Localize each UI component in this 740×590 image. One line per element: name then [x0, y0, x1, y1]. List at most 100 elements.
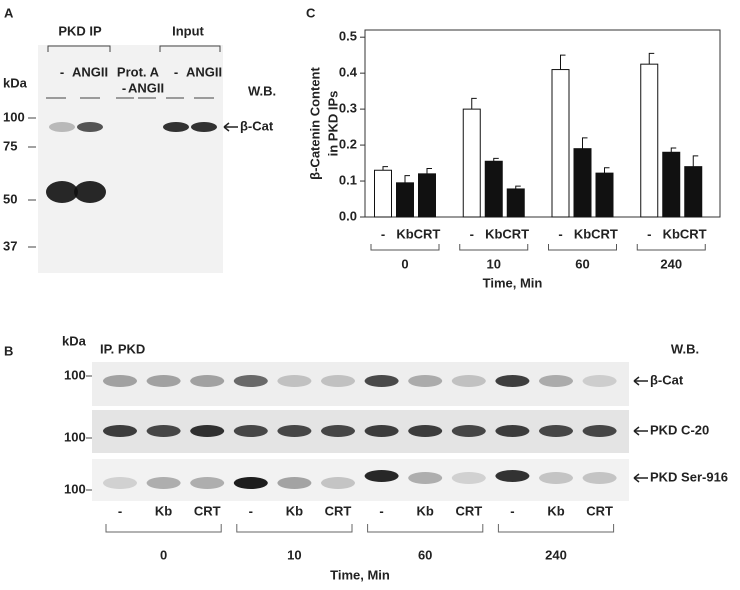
panel-label: B	[4, 343, 13, 358]
marker-label: 100	[3, 109, 25, 124]
lane-label: ANGII	[128, 80, 164, 95]
lane-label: -	[60, 64, 64, 79]
group-label: 0	[401, 256, 408, 271]
x-tick-label: Kb	[485, 226, 502, 241]
lane-label: Prot. A	[117, 64, 160, 79]
bar	[462, 108, 481, 218]
blot-band	[408, 425, 443, 437]
bar	[595, 172, 614, 218]
error-bar	[404, 175, 410, 183]
bar	[684, 166, 703, 218]
lane-label: Kb	[417, 503, 434, 518]
arrow	[633, 473, 648, 483]
blot-band	[74, 181, 106, 203]
x-tick-label: -	[558, 226, 562, 241]
arrow	[633, 376, 648, 386]
error-bar	[426, 167, 432, 174]
band-label: β-Cat	[240, 118, 274, 133]
blot-band	[46, 181, 78, 203]
blot-band	[539, 425, 573, 437]
blot-a	[38, 45, 223, 273]
blot-band	[190, 425, 225, 437]
group-label: 240	[660, 256, 682, 271]
lane-label: Kb	[547, 503, 564, 518]
bracket	[548, 244, 617, 251]
lane-label: ANGII	[186, 64, 222, 79]
error-bar	[670, 147, 677, 153]
lane-label: Kb	[155, 503, 172, 518]
blot-band	[103, 425, 137, 437]
blot-band	[451, 425, 486, 437]
bracket	[370, 244, 440, 251]
axis-title: Time, Min	[330, 567, 390, 582]
lane-label: CRT	[586, 503, 613, 518]
lane-label: CRT	[325, 503, 352, 518]
row-label: PKD Ser-916	[650, 469, 728, 484]
blot-b3	[92, 459, 629, 501]
marker-label: 50	[3, 191, 17, 206]
panel-label: A	[4, 5, 14, 20]
bracket	[47, 45, 111, 52]
blot-band	[582, 425, 617, 437]
bar	[551, 69, 570, 218]
lane-label: -	[249, 503, 253, 518]
error-bar	[493, 157, 499, 162]
bracket	[636, 244, 706, 251]
blot-band	[233, 375, 268, 387]
blot-band	[49, 122, 75, 132]
wb-label: W.B.	[248, 83, 276, 98]
blot-b1	[92, 362, 629, 406]
blot-band	[451, 375, 486, 387]
row-label: β-Cat	[650, 372, 684, 387]
bar	[506, 188, 525, 218]
bar	[662, 151, 681, 218]
bar	[640, 63, 659, 218]
blot-band	[321, 375, 355, 387]
lane-label: Kb	[286, 503, 303, 518]
y-tick-label: 0.5	[339, 29, 357, 44]
y-tick-label: 0.2	[339, 137, 357, 152]
y-axis-title: β-Catenin Content	[307, 67, 322, 180]
bar	[374, 169, 392, 218]
x-tick-label: -	[470, 226, 474, 241]
x-tick-label: Kb	[574, 226, 591, 241]
error-bar	[515, 185, 521, 189]
x-tick-label: Kb	[396, 226, 413, 241]
blot-band	[277, 425, 312, 437]
blot-band	[408, 375, 443, 387]
blot-band	[103, 375, 137, 387]
blot-band	[233, 425, 268, 437]
bracket	[367, 524, 484, 533]
arrow	[633, 426, 648, 436]
blot-band	[582, 472, 617, 484]
group-label: Input	[172, 23, 204, 38]
arrow	[223, 122, 238, 132]
bar	[484, 160, 503, 218]
y-tick-label: 0.1	[339, 172, 357, 187]
x-tick-label: Kb	[663, 226, 680, 241]
blot-band	[146, 375, 181, 387]
blot-band	[495, 375, 530, 387]
blot-band	[495, 470, 530, 482]
x-axis-title: Time, Min	[483, 275, 543, 290]
blot-band	[321, 425, 355, 437]
error-bar	[648, 52, 655, 65]
blot-band	[364, 470, 399, 482]
error-bar	[582, 137, 588, 149]
error-bar	[604, 167, 610, 174]
lane-label: -	[122, 80, 126, 95]
x-tick-label: CRT	[414, 226, 441, 241]
lane-label: CRT	[455, 503, 482, 518]
marker-label: 37	[3, 238, 17, 253]
blot-band	[495, 425, 530, 437]
bracket	[159, 45, 221, 52]
ip-label: IP. PKD	[100, 341, 145, 356]
blot-band	[233, 477, 268, 489]
marker-label: 100	[64, 367, 86, 382]
blot-band	[277, 477, 312, 489]
lane-label: -	[379, 503, 383, 518]
y-tick-label: 0.4	[339, 65, 358, 80]
marker-label: 100	[64, 481, 86, 496]
x-tick-label: CRT	[680, 226, 707, 241]
blot-band	[364, 425, 399, 437]
